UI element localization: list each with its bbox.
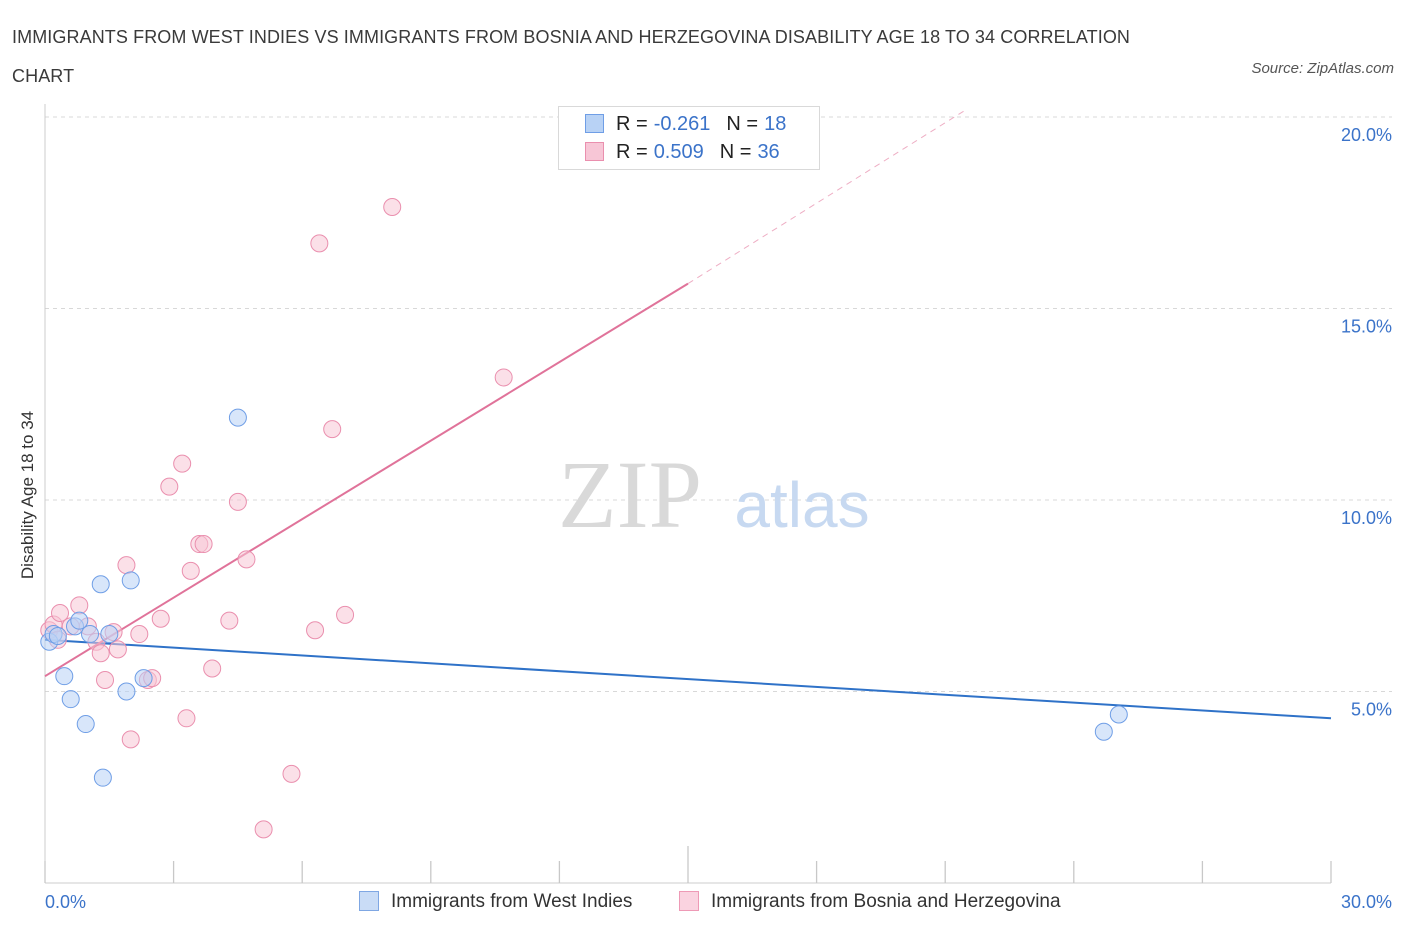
grid-layer bbox=[45, 116, 1392, 692]
data-point-bosnia bbox=[177, 709, 196, 728]
data-point-west-indies bbox=[93, 768, 112, 787]
data-point-bosnia bbox=[70, 596, 89, 615]
data-point-bosnia bbox=[96, 671, 115, 690]
legend-swatch-pink bbox=[585, 142, 604, 161]
y-axis-label: Disability Age 18 to 34 bbox=[18, 410, 37, 580]
data-point-bosnia bbox=[91, 644, 110, 663]
data-point-bosnia bbox=[194, 535, 213, 554]
data-point-bosnia bbox=[160, 477, 179, 496]
data-point-west-indies bbox=[134, 669, 153, 688]
data-point-west-indies bbox=[100, 625, 119, 644]
series-legend-label: Immigrants from West Indies bbox=[391, 891, 633, 912]
series-legend: Immigrants from West Indies Immigrants f… bbox=[0, 888, 1406, 916]
y-tick-label: 5.0% bbox=[1351, 700, 1392, 720]
data-point-west-indies bbox=[1109, 705, 1128, 724]
y-tick-label: 15.0% bbox=[1341, 317, 1392, 337]
correlation-legend: R = -0.261 N = 18 R = 0.509 N = 36 bbox=[558, 106, 820, 170]
data-point-bosnia bbox=[130, 625, 149, 644]
legend-r-value: 0.509 bbox=[653, 141, 704, 163]
trend-layer bbox=[44, 108, 1332, 720]
legend-row-west-indies: R = -0.261 N = 18 bbox=[585, 111, 786, 137]
data-point-west-indies bbox=[121, 571, 140, 590]
legend-row-bosnia: R = 0.509 N = 36 bbox=[585, 139, 780, 165]
data-point-bosnia bbox=[254, 820, 273, 839]
data-point-west-indies bbox=[228, 408, 247, 427]
data-point-bosnia bbox=[51, 603, 70, 622]
data-point-bosnia bbox=[220, 611, 239, 630]
trend-line-west-indies bbox=[44, 638, 1332, 720]
legend-n-value: 18 bbox=[764, 113, 787, 135]
legend-r-label: R = bbox=[616, 113, 648, 135]
points-layer bbox=[40, 198, 1128, 839]
watermark: ZIP atlas bbox=[558, 441, 870, 548]
data-point-bosnia bbox=[336, 605, 355, 624]
legend-n-label: N = bbox=[726, 113, 759, 135]
data-point-west-indies bbox=[91, 575, 110, 594]
data-point-west-indies bbox=[76, 715, 95, 734]
series-swatch-pink bbox=[679, 891, 699, 911]
data-point-bosnia bbox=[494, 368, 513, 387]
watermark-zip: ZIP bbox=[558, 441, 702, 548]
data-point-bosnia bbox=[181, 561, 200, 580]
data-point-bosnia bbox=[203, 659, 222, 678]
source-label: Source: ZipAtlas.com bbox=[1251, 60, 1394, 77]
data-point-bosnia bbox=[117, 556, 136, 575]
series-swatch-blue bbox=[359, 891, 379, 911]
series-legend-bosnia: Immigrants from Bosnia and Herzegovina bbox=[679, 888, 1061, 916]
trend-line-bosnia bbox=[44, 282, 689, 678]
legend-r-label: R = bbox=[616, 141, 648, 163]
axes-layer bbox=[44, 104, 1332, 884]
watermark-atlas: atlas bbox=[734, 469, 869, 541]
data-point-bosnia bbox=[108, 640, 127, 659]
legend-swatch-blue bbox=[585, 114, 604, 133]
data-point-west-indies bbox=[117, 682, 136, 701]
data-point-west-indies bbox=[48, 626, 67, 645]
x-tick-label: 0.0% bbox=[45, 892, 86, 912]
tick-label-layer: 5.0% 10.0% 15.0% 20.0% 0.0% 30.0% bbox=[45, 125, 1392, 912]
data-point-west-indies bbox=[55, 667, 74, 686]
data-point-bosnia bbox=[173, 454, 192, 473]
series-legend-label: Immigrants from Bosnia and Herzegovina bbox=[711, 891, 1061, 912]
data-point-bosnia bbox=[228, 492, 247, 511]
data-point-west-indies bbox=[81, 625, 100, 644]
data-point-bosnia bbox=[121, 730, 140, 749]
y-tick-label: 10.0% bbox=[1341, 508, 1392, 528]
chart-title: IMMIGRANTS FROM WEST INDIES VS IMMIGRANT… bbox=[12, 27, 1131, 86]
data-point-bosnia bbox=[306, 621, 325, 640]
data-point-bosnia bbox=[151, 609, 170, 628]
data-point-bosnia bbox=[282, 764, 301, 783]
data-point-bosnia bbox=[323, 420, 342, 439]
legend-r-value: -0.261 bbox=[653, 113, 711, 135]
data-point-bosnia bbox=[237, 550, 256, 569]
data-point-bosnia bbox=[383, 198, 402, 217]
series-legend-west-indies: Immigrants from West Indies bbox=[359, 888, 632, 916]
legend-n-value: 36 bbox=[757, 141, 780, 163]
legend-n-label: N = bbox=[719, 141, 752, 163]
data-point-west-indies bbox=[1094, 722, 1113, 741]
data-point-west-indies bbox=[70, 611, 89, 630]
data-point-west-indies bbox=[61, 690, 80, 709]
y-tick-label: 20.0% bbox=[1341, 125, 1392, 145]
x-tick-label: 30.0% bbox=[1341, 892, 1392, 912]
data-point-bosnia bbox=[310, 234, 329, 253]
